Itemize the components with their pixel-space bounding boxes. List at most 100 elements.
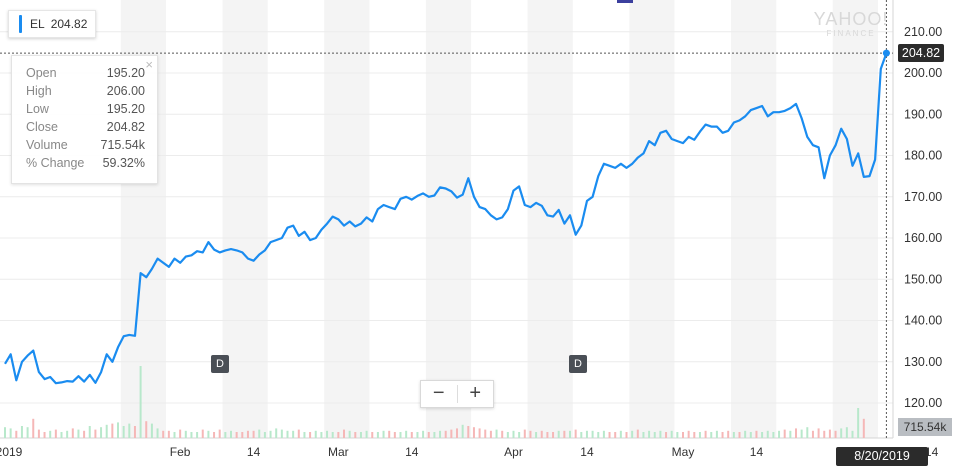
volume-bar bbox=[196, 432, 199, 438]
volume-bar bbox=[535, 432, 538, 438]
zoom-out-button[interactable]: − bbox=[432, 382, 445, 404]
volume-bar bbox=[840, 428, 843, 438]
volume-bar bbox=[286, 430, 289, 438]
x-tick-label: Feb bbox=[170, 445, 191, 459]
y-tick-label: 210.00 bbox=[904, 25, 942, 39]
volume-bar bbox=[653, 432, 656, 438]
volume-bar bbox=[862, 418, 865, 438]
dividend-marker[interactable]: D bbox=[569, 355, 587, 373]
volume-bar bbox=[472, 427, 475, 438]
volume-bar bbox=[642, 432, 645, 438]
volume-bar bbox=[529, 430, 532, 438]
volume-bar bbox=[755, 430, 758, 438]
volume-bar bbox=[546, 432, 549, 438]
x-tick-label: 14 bbox=[580, 445, 594, 459]
volume-bar bbox=[269, 430, 272, 438]
volume-bar bbox=[207, 430, 210, 438]
volume-bar bbox=[213, 432, 216, 438]
volume-bar bbox=[66, 430, 69, 438]
volume-bar bbox=[682, 432, 684, 438]
x-tick-label: 2019 bbox=[0, 445, 23, 459]
volume-bar bbox=[659, 430, 662, 438]
volume-bar bbox=[297, 429, 300, 438]
volume-bar bbox=[235, 432, 238, 438]
volume-bar bbox=[54, 429, 57, 438]
volume-bar bbox=[371, 432, 374, 438]
tooltip-row-low: Low 195.20 bbox=[26, 102, 145, 120]
dividend-marker[interactable]: D bbox=[211, 355, 229, 373]
volume-bar bbox=[823, 430, 826, 438]
volume-bar bbox=[416, 432, 419, 438]
volume-bar bbox=[388, 430, 391, 438]
volume-bar bbox=[670, 430, 673, 438]
volume-bar bbox=[218, 429, 221, 438]
volume-bar bbox=[252, 430, 255, 438]
volume-bar bbox=[94, 429, 97, 438]
volume-bar bbox=[405, 430, 408, 438]
volume-bar bbox=[715, 430, 718, 438]
volume-bar bbox=[354, 432, 357, 438]
volume-bar bbox=[523, 429, 526, 438]
volume-bar bbox=[806, 427, 809, 438]
tooltip-row-volume: Volume 715.54k bbox=[26, 138, 145, 156]
x-tick-label: 14 bbox=[247, 445, 261, 459]
volume-bar bbox=[687, 430, 690, 438]
volume-bar bbox=[484, 429, 487, 438]
volume-bar bbox=[331, 432, 334, 438]
volume-bar bbox=[828, 429, 831, 438]
top-marker bbox=[617, 0, 633, 3]
volume-bar bbox=[37, 429, 40, 438]
volume-bar bbox=[241, 432, 244, 438]
x-tick-label: May bbox=[672, 445, 695, 459]
volume-bar bbox=[15, 430, 18, 438]
volume-bar bbox=[117, 422, 119, 438]
volume-bar bbox=[43, 432, 46, 438]
volume-bar bbox=[150, 423, 153, 438]
tooltip-row-change: % Change 59.32% bbox=[26, 156, 145, 174]
volume-bar bbox=[489, 430, 492, 438]
current-volume-flag: 715.54k bbox=[898, 418, 952, 436]
volume-bar bbox=[376, 432, 379, 438]
volume-bar bbox=[518, 432, 521, 438]
volume-bar bbox=[540, 430, 543, 438]
volume-bar bbox=[461, 424, 464, 438]
zoom-in-button[interactable]: + bbox=[469, 382, 482, 404]
volume-bar bbox=[704, 430, 707, 438]
tooltip-value: 715.54k bbox=[100, 138, 145, 152]
volume-bar bbox=[156, 428, 159, 438]
volume-bar bbox=[783, 429, 786, 438]
volume-bar bbox=[77, 429, 80, 438]
tooltip-value: 206.00 bbox=[106, 84, 145, 98]
y-tick-label: 200.00 bbox=[904, 66, 942, 80]
symbol-legend[interactable]: EL 204.82 bbox=[8, 10, 97, 38]
close-icon[interactable]: × bbox=[145, 57, 153, 72]
volume-bar bbox=[422, 430, 425, 438]
volume-bar bbox=[619, 430, 622, 438]
volume-bar bbox=[778, 430, 781, 438]
tooltip-row-open: Open 195.20 bbox=[26, 66, 145, 84]
volume-bar bbox=[320, 432, 323, 438]
volume-bar bbox=[789, 430, 792, 438]
volume-bar bbox=[133, 426, 136, 438]
volume-bar bbox=[811, 430, 814, 438]
volume-bar bbox=[552, 432, 555, 438]
tooltip-value: 195.20 bbox=[106, 66, 145, 80]
tooltip-value: 195.20 bbox=[106, 102, 145, 116]
tooltip-value: 59.32% bbox=[102, 156, 145, 170]
volume-bar bbox=[433, 432, 436, 438]
tooltip-value: 204.82 bbox=[106, 120, 145, 134]
week-band bbox=[425, 0, 472, 438]
volume-bar bbox=[585, 430, 588, 438]
current-price-flag: 204.82 bbox=[898, 44, 944, 62]
volume-bar bbox=[359, 432, 362, 438]
volume-bar bbox=[337, 432, 340, 438]
volume-bar bbox=[280, 429, 283, 438]
volume-bar bbox=[800, 429, 803, 438]
volume-bar bbox=[9, 428, 12, 438]
volume-bar bbox=[478, 428, 481, 438]
volume-bar bbox=[88, 426, 91, 438]
watermark-line1: YAHOO! bbox=[813, 9, 889, 29]
volume-bar bbox=[738, 432, 741, 438]
